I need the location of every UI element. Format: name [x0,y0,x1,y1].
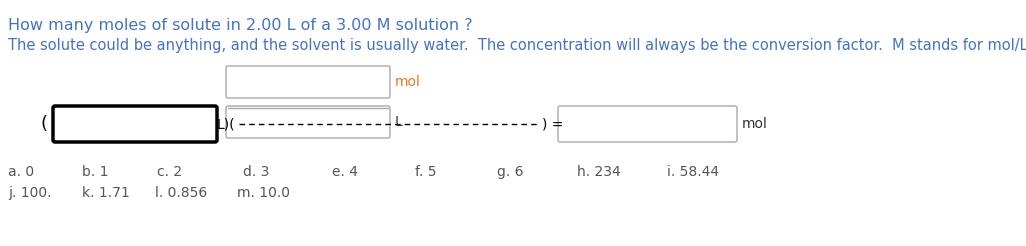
Text: How many moles of solute in 2.00 L of a 3.00 M solution ?: How many moles of solute in 2.00 L of a … [8,18,473,33]
Text: m. 10.0: m. 10.0 [237,186,290,200]
Text: b. 1: b. 1 [82,165,109,179]
Text: k. 1.71: k. 1.71 [82,186,129,200]
Text: The solute could be anything, and the solvent is usually water.  The concentrati: The solute could be anything, and the so… [8,38,1026,53]
Text: (: ( [40,115,47,133]
Text: a. 0: a. 0 [8,165,34,179]
Text: l. 0.856: l. 0.856 [155,186,207,200]
Text: f. 5: f. 5 [415,165,436,179]
Text: L: L [395,115,403,129]
Text: e. 4: e. 4 [332,165,358,179]
Text: h. 234: h. 234 [577,165,621,179]
Text: c. 2: c. 2 [157,165,183,179]
Text: i. 58.44: i. 58.44 [667,165,719,179]
Text: mol: mol [742,117,767,131]
Text: L)(: L)( [218,117,236,131]
Text: ) =: ) = [542,117,563,131]
Text: mol: mol [395,75,421,89]
Text: d. 3: d. 3 [243,165,270,179]
Text: j. 100.: j. 100. [8,186,51,200]
FancyBboxPatch shape [53,106,218,142]
FancyBboxPatch shape [226,66,390,98]
FancyBboxPatch shape [558,106,737,142]
FancyBboxPatch shape [226,106,390,138]
Text: g. 6: g. 6 [497,165,523,179]
